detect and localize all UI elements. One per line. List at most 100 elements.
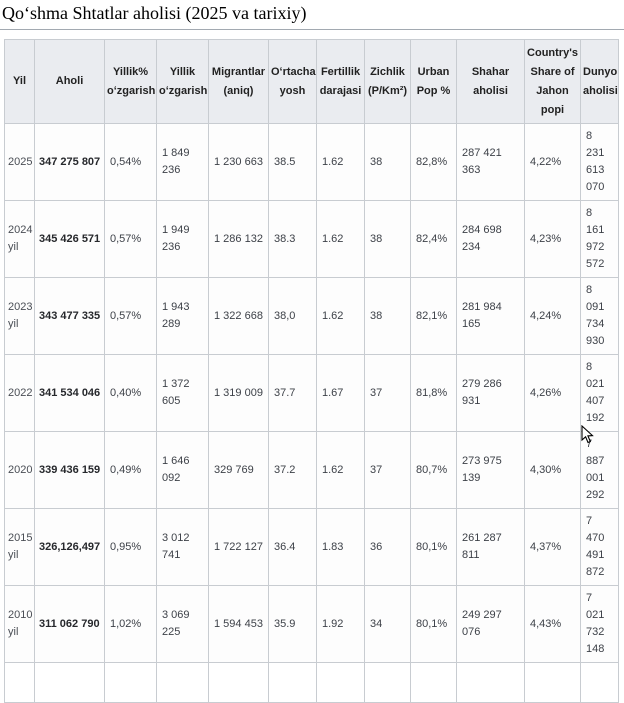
table-cell: 2024 yil: [4, 200, 35, 278]
table-cell: 7 887 001 292: [580, 431, 619, 509]
table-cell: [208, 662, 269, 703]
table-cell: 273 975 139: [456, 431, 525, 509]
table-row: 2023 yil 343 477 335 0,57% 1 943 289 1 322 6…: [4, 277, 619, 355]
table-cell: 2015 yil: [4, 508, 35, 586]
column-header: Country's Share of Jahon popi: [524, 39, 581, 124]
table-cell: [34, 662, 105, 703]
table-cell: 0,40%: [104, 354, 157, 432]
table-cell: 1 372 605: [156, 354, 209, 432]
table-cell: 80,1%: [410, 508, 457, 586]
table-cell: 4,43%: [524, 585, 581, 663]
table-cell: 4,24%: [524, 277, 581, 355]
table-cell: 37: [364, 431, 411, 509]
table-cell: 82,1%: [410, 277, 457, 355]
table-cell: 329 769: [208, 431, 269, 509]
table-cell: 8 091 734 930: [580, 277, 619, 355]
column-header: Migrantlar (aniq): [208, 39, 269, 124]
table-cell: 4,30%: [524, 431, 581, 509]
column-header: Yil: [4, 39, 35, 124]
table-cell: 0,54%: [104, 123, 157, 201]
table-cell: 249 297 076: [456, 585, 525, 663]
table-cell: [524, 662, 581, 703]
table-cell: [316, 662, 365, 703]
table-cell: 38: [364, 200, 411, 278]
table-cell: 1 722 127: [208, 508, 269, 586]
column-header: Oʻrtacha yosh: [268, 39, 317, 124]
column-header: Fertillik darajasi: [316, 39, 365, 124]
table-body: 2025 347 275 807 0,54% 1 849 236 1 230 663 38…: [4, 123, 619, 703]
table-cell: [580, 662, 619, 703]
table-cell: 1.67: [316, 354, 365, 432]
table-cell: [156, 662, 209, 703]
table-cell: 38: [364, 123, 411, 201]
table-cell: 7 021 732 148: [580, 585, 619, 663]
table-row: 2022 341 534 046 0,40% 1 372 605 1 319 009 37…: [4, 354, 619, 432]
column-header: Zichlik (P/Km²): [364, 39, 411, 124]
table-cell: 287 421 363: [456, 123, 525, 201]
table-cell: 4,26%: [524, 354, 581, 432]
table-cell: 1.83: [316, 508, 365, 586]
table-cell: 82,4%: [410, 200, 457, 278]
table-cell: 38: [364, 277, 411, 355]
table-cell: 35.9: [268, 585, 317, 663]
table-cell: [268, 662, 317, 703]
table-header: Yil Aholi Yillik% oʻzgarish Yillik oʻzgaris…: [4, 39, 619, 124]
table-cell: 1 319 009: [208, 354, 269, 432]
table-cell: 1 949 236: [156, 200, 209, 278]
table-cell: 341 534 046: [34, 354, 105, 432]
table-cell: 80,7%: [410, 431, 457, 509]
table-cell: 3 069 225: [156, 585, 209, 663]
table-cell: 281 984 165: [456, 277, 525, 355]
table-cell: 37.7: [268, 354, 317, 432]
header-row: Yil Aholi Yillik% oʻzgarish Yillik oʻzgaris…: [4, 39, 619, 124]
table-cell: 82,8%: [410, 123, 457, 201]
table-cell: 8 161 972 572: [580, 200, 619, 278]
column-header: Yillik oʻzgarish: [156, 39, 209, 124]
table-cell: 1 594 453: [208, 585, 269, 663]
table-cell: 4,23%: [524, 200, 581, 278]
table-cell: 4,37%: [524, 508, 581, 586]
table-cell: 36: [364, 508, 411, 586]
table-cell: 284 698 234: [456, 200, 525, 278]
title-divider: [0, 29, 624, 30]
table-cell: 80,1%: [410, 585, 457, 663]
table-cell: 326,126,497: [34, 508, 105, 586]
table-cell: 339 436 159: [34, 431, 105, 509]
table-cell: 343 477 335: [34, 277, 105, 355]
column-header: Urban Pop %: [410, 39, 457, 124]
table-cell: 38,0: [268, 277, 317, 355]
table-row: 2024 yil 345 426 571 0,57% 1 949 236 1 286 1…: [4, 200, 619, 278]
table-cell: 347 275 807: [34, 123, 105, 201]
table-row: 2020 339 436 159 0,49% 1 646 092 329 769 37.2…: [4, 431, 619, 509]
table-cell: 1.62: [316, 277, 365, 355]
table-cell: 2023 yil: [4, 277, 35, 355]
table-row: 2010 yil 311 062 790 1,02% 3 069 225 1 594 4…: [4, 585, 619, 663]
table-cell: 34: [364, 585, 411, 663]
table-cell: 2022: [4, 354, 35, 432]
table-cell: 261 287 811: [456, 508, 525, 586]
table-cell: 38.3: [268, 200, 317, 278]
table-cell: 1.92: [316, 585, 365, 663]
table-cell: [104, 662, 157, 703]
table-cell: 1.62: [316, 431, 365, 509]
column-header: Yillik% oʻzgarish: [104, 39, 157, 124]
table-cell: 81,8%: [410, 354, 457, 432]
table-row: 2025 347 275 807 0,54% 1 849 236 1 230 663 38…: [4, 123, 619, 201]
table-cell: 2025: [4, 123, 35, 201]
table-cell: 279 286 931: [456, 354, 525, 432]
table-cell: 3 012 741: [156, 508, 209, 586]
page-title: Qoʻshma Shtatlar aholisi (2025 va tarixi…: [2, 3, 307, 23]
table-cell: 7 470 491 872: [580, 508, 619, 586]
column-header: Aholi: [34, 39, 105, 124]
table-cell: 1.62: [316, 123, 365, 201]
column-header: Dunyo aholisi: [580, 39, 619, 124]
table-cell: [4, 662, 35, 703]
table-cell: 4,22%: [524, 123, 581, 201]
table-cell: [456, 662, 525, 703]
table-cell: 2010 yil: [4, 585, 35, 663]
table-cell: 1 849 236: [156, 123, 209, 201]
table-cell: [364, 662, 411, 703]
table-cell: 1 943 289: [156, 277, 209, 355]
table-cell: 345 426 571: [34, 200, 105, 278]
